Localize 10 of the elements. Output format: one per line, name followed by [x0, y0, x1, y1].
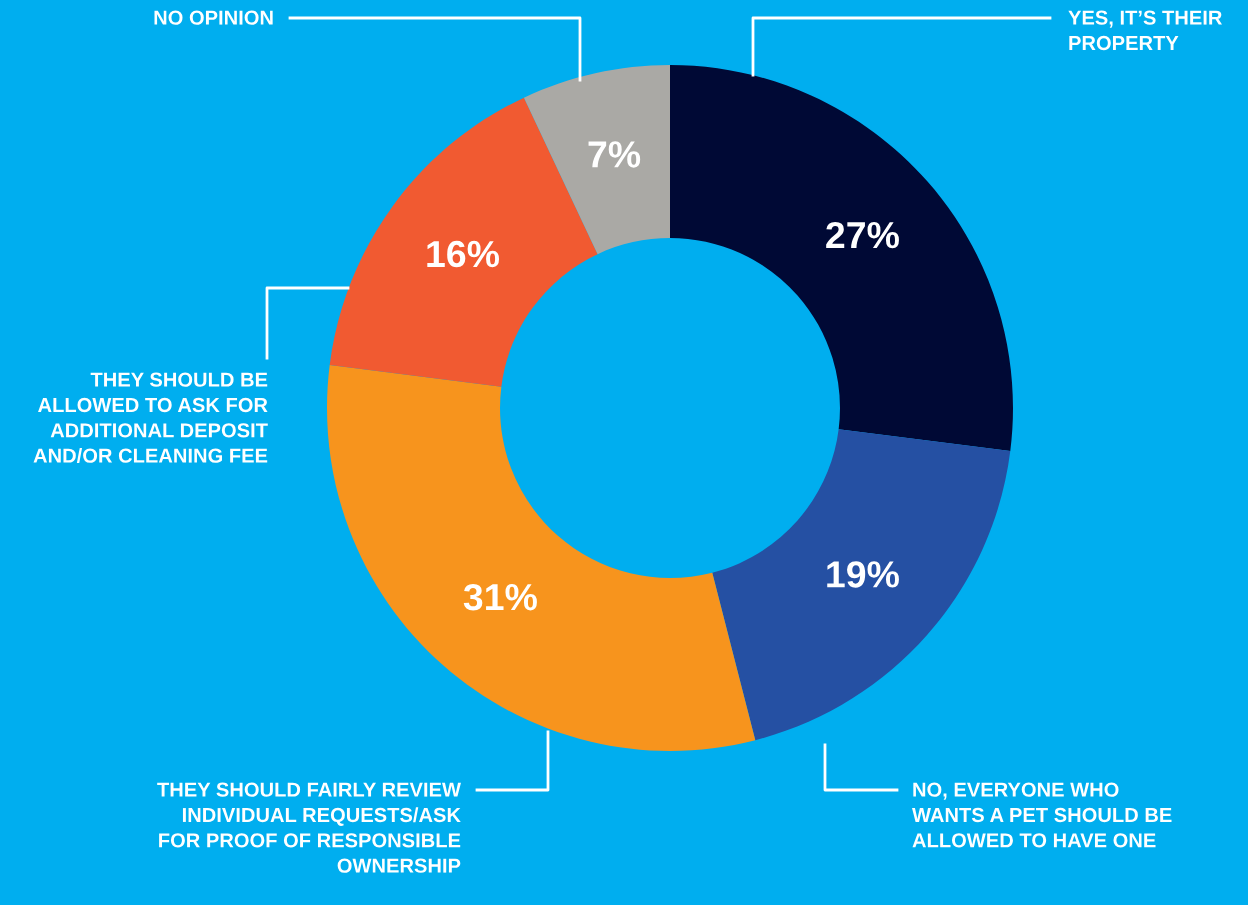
data-label: 7% — [588, 141, 641, 168]
data-label: 16% — [427, 240, 500, 268]
data-label: 27% — [826, 221, 899, 249]
slice-label: YES, IT’S THEIR PROPERTY — [1068, 10, 1223, 51]
slice-label: THEY SHOULD FAIRLY REVIEW INDIVIDUAL REQUESTS/ASK FOR PROOF OF RESPONSIBLE OWNERSHIP — [157, 782, 461, 873]
data-label: 19% — [827, 561, 899, 588]
slice-label: NO, EVERYONE WHO WANTS A PET SHOULD BE ALLOWED TO HAVE ONE — [912, 782, 1172, 848]
slice-label: THEY SHOULD BE ALLOWED TO ASK FOR ADDITIONAL DEPOSIT AND/OR CLEANING FEE — [33, 372, 268, 464]
slice-label: NO OPINION — [154, 10, 273, 25]
data-label: 31% — [463, 583, 537, 611]
